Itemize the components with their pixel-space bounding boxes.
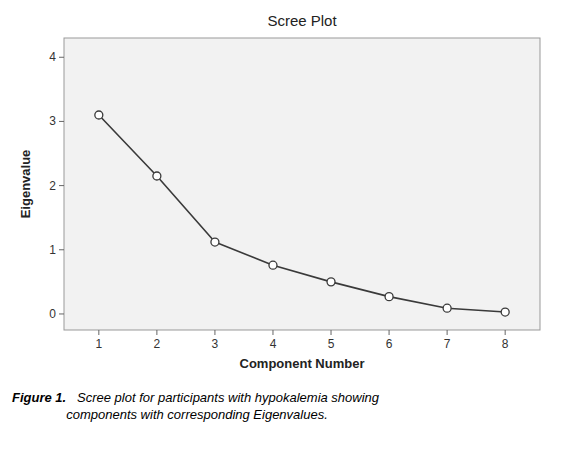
y-axis-label: Eigenvalue [18,150,33,219]
point [385,293,393,301]
chart: 1 2 3 4 5 6 7 8 0 1 2 3 4 Scree Plot Component Number E… [0,0,562,463]
x-tick [214,330,215,335]
caption-line: components with corresponding Eigenvalue… [66,407,328,422]
caption-text: Scree plot for participants with hypokal… [66,390,380,422]
point [211,238,219,246]
x-tick [156,330,157,335]
series [95,111,509,316]
y-tick [59,249,64,250]
x-axis: 1 2 3 4 5 6 7 8 [95,330,508,351]
y-tick-label: 2 [49,179,56,193]
x-tick-label: 3 [212,337,219,351]
x-tick [98,330,99,335]
caption-label: Figure 1. [12,390,66,405]
y-tick [59,313,64,314]
y-tick [59,121,64,122]
point [95,111,103,119]
x-tick-label: 2 [154,337,161,351]
y-tick [59,185,64,186]
y-tick-label: 1 [49,243,56,257]
point [269,261,277,269]
x-tick-label: 8 [502,337,509,351]
title: Scree Plot [267,12,337,29]
y-tick-label: 4 [49,50,56,64]
y-tick-label: 3 [49,114,56,128]
caption-line: Scree plot for participants with hypokal… [66,390,380,405]
y-axis: 0 1 2 3 4 [49,50,64,321]
point [501,308,509,316]
x-axis-label: Component Number [240,356,365,371]
x-tick [389,330,390,335]
x-tick [447,330,448,335]
x-tick [331,330,332,335]
x-tick [272,330,273,335]
x-tick [505,330,506,335]
x-tick-label: 4 [270,337,277,351]
plot-area [64,38,540,330]
x-tick-label: 7 [444,337,451,351]
x-tick-label: 1 [95,337,102,351]
line [99,115,505,312]
point [443,304,451,312]
x-tick-label: 5 [328,337,335,351]
y-tick-label: 0 [49,307,56,321]
y-tick [59,57,64,58]
point [327,278,335,286]
point [153,172,161,180]
x-tick-label: 6 [386,337,393,351]
